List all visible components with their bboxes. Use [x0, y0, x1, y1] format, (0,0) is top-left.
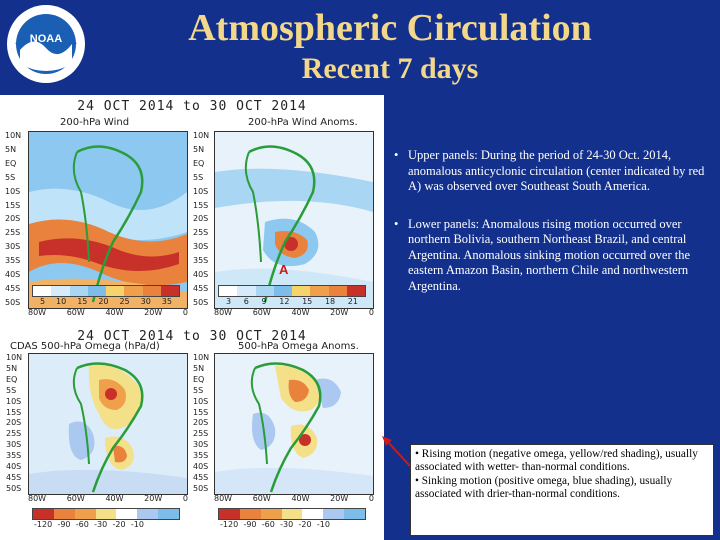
anticyclone-marker: A — [279, 262, 289, 277]
bullet-dot: • — [394, 216, 399, 231]
lower-left-x-ticks: 80W 60W 40W 20W 0 — [28, 494, 188, 503]
upper-right-panel-label: 200-hPa Wind Anoms. — [248, 117, 358, 128]
page-title: Atmospheric Circulation — [188, 7, 592, 49]
lower-right-omega-colorbar — [218, 508, 366, 520]
sinking-motion-note: • Sinking motion (positive omega, blue s… — [415, 474, 673, 500]
lower-right-colorbar-labels: -120 -90 -60 -30 -20 -10 — [220, 520, 330, 529]
upper-right-wind-anomaly-map: A — [214, 131, 374, 309]
bullet-dot: • — [394, 148, 399, 162]
upper-left-x-ticks: 80W 60W 40W 20W 0 — [28, 308, 188, 317]
explanation-bullets: • Upper panels: During the period of 24-… — [394, 148, 712, 316]
lower-panels-bullet: • Lower panels: Anomalous rising motion … — [394, 217, 712, 295]
lower-right-panel-label: 500-hPa Omega Anoms. — [238, 341, 359, 352]
omega-legend-note: • Rising motion (negative omega, yellow/… — [410, 444, 714, 536]
upper-left-wind-colorbar — [32, 285, 180, 297]
upper-left-panel-label: 200-hPa Wind — [60, 117, 130, 128]
lower-period-title: 24 OCT 2014 to 30 OCT 2014 — [0, 329, 384, 344]
upper-right-y-ticks: 10N 5N EQ 5S 10S 15S 20S 25S 30S 35S 40S 45S 50S — [193, 131, 210, 307]
upper-left-colorbar-labels: 5 10 15 20 25 30 35 — [40, 297, 172, 306]
upper-panels-bullet: • Upper panels: During the period of 24-… — [394, 148, 712, 195]
page-subtitle: Recent 7 days — [301, 52, 479, 85]
upper-right-x-ticks: 80W 60W 40W 20W 0 — [214, 308, 374, 317]
lower-panels-text: Lower panels: Anomalous rising motion oc… — [408, 216, 691, 293]
upper-period-title: 24 OCT 2014 to 30 OCT 2014 — [77, 99, 307, 114]
upper-left-wind-map — [28, 131, 188, 309]
arrow-icon — [382, 436, 411, 467]
lower-left-omega-colorbar — [32, 508, 180, 520]
upper-right-colorbar-labels: 3 6 9 12 15 18 21 — [226, 297, 358, 306]
rising-motion-note: • Rising motion (negative omega, yellow/… — [415, 448, 698, 474]
upper-right-wind-anomaly-colorbar — [218, 285, 366, 297]
lower-left-omega-map — [28, 353, 188, 495]
noaa-logo: NOAA — [7, 5, 85, 83]
lower-left-panel-label: CDAS 500-hPa Omega (hPa/d) — [10, 341, 160, 352]
lower-right-x-ticks: 80W 60W 40W 20W 0 — [214, 494, 374, 503]
lower-left-colorbar-labels: -120 -90 -60 -30 -20 -10 — [34, 520, 144, 529]
upper-panels-text: Upper panels: During the period of 24-30… — [408, 148, 705, 193]
lower-right-omega-anomaly-map — [214, 353, 374, 495]
lower-left-y-ticks: 10N 5N EQ 5S 10S 15S 20S 25S 30S 35S 40S 45S 50S — [6, 353, 23, 493]
noaa-logo-text: NOAA — [30, 33, 62, 45]
lower-right-y-ticks: 10N 5N EQ 5S 10S 15S 20S 25S 30S 35S 40S 45S 50S — [193, 353, 210, 493]
upper-left-y-ticks: 10N 5N EQ 5S 10S 15S 20S 25S 30S 35S 40S 45S 50S — [5, 131, 22, 307]
